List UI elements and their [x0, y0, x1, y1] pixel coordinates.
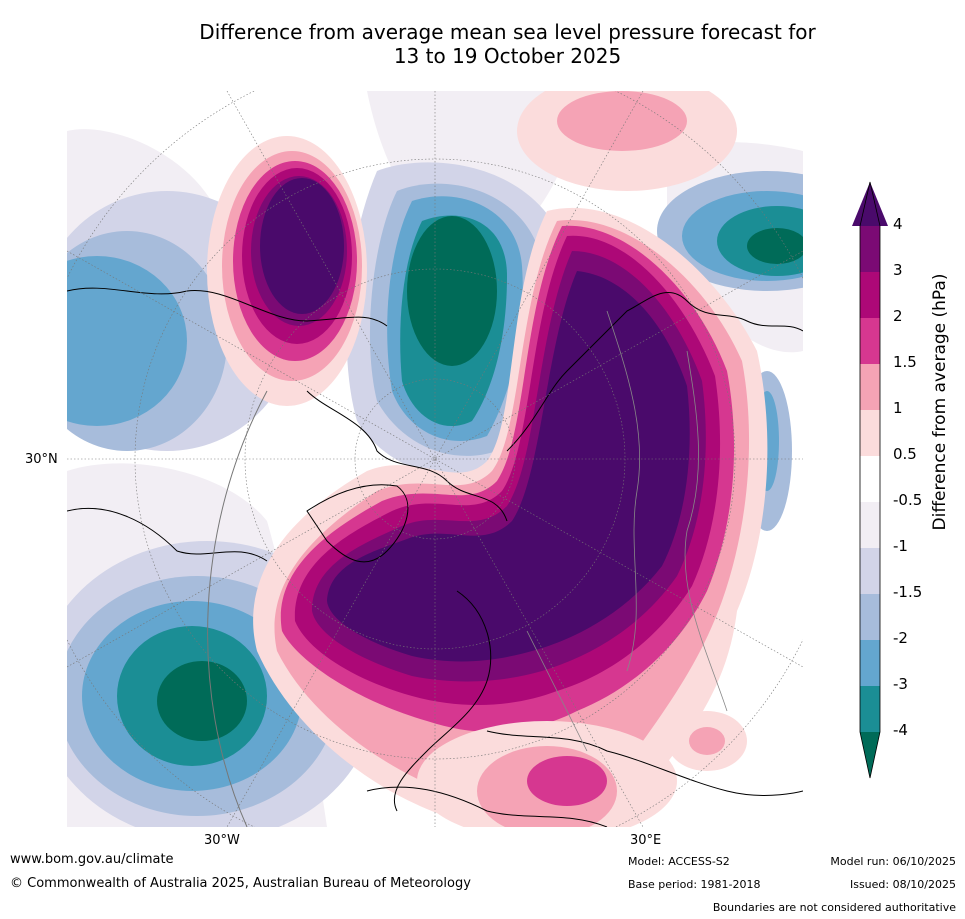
colorbar-band-2-3: [860, 272, 880, 318]
colorbar-tick-label: -3: [893, 675, 908, 693]
copyright-notice: © Commonwealth of Australia 2025, Austra…: [10, 876, 471, 891]
colorbar-band-1-5-2: [860, 318, 880, 364]
colorbar-tick-label: 0.5: [893, 445, 917, 463]
coastline-segment: [506, 291, 803, 452]
anomaly-region-above-4: [260, 178, 344, 314]
colorbar-tick-label: 1.5: [893, 353, 917, 371]
colorbar-band-minus-1-minus-1-5: [860, 548, 880, 594]
coastline-segment: [306, 484, 409, 563]
graticule: [67, 91, 803, 827]
anomaly-region-plus-1: [557, 91, 687, 151]
anomaly-region-plus-1-5: [527, 756, 607, 806]
coastline-segment: [306, 390, 508, 522]
colorbar-over-4: [852, 182, 888, 226]
chart-title: Difference from average mean sea level p…: [0, 20, 965, 68]
colorbar-band-1-1-5: [860, 364, 880, 410]
colorbar-tick-label: -0.5: [893, 491, 923, 509]
anomaly-region-below-minus-4: [407, 216, 497, 366]
colorbar-title: Difference from average (hPa): [930, 273, 950, 531]
colorbar-under-minus-4: [860, 732, 880, 778]
colorbar-tick-label: 2: [893, 307, 903, 325]
colorbar-band-neutral: [860, 456, 880, 502]
colorbar-band-minus-3-minus-4: [860, 686, 880, 732]
meridian-line: [67, 250, 803, 668]
colorbar-tick-label: -2: [893, 629, 908, 647]
colorbar-tick-label: 4: [893, 215, 903, 233]
colorbar-band-minus-1-5-minus-2: [860, 594, 880, 640]
coastline-segment: [486, 730, 803, 796]
coastlines: [67, 287, 803, 827]
colorbar-tick-label: 1: [893, 399, 903, 417]
colorbar-band-3-4: [860, 226, 880, 272]
colorbar-tick-label: -4: [893, 721, 908, 739]
boundaries-disclaimer: Boundaries are not considered authoritat…: [712, 901, 956, 914]
border-segment: [606, 310, 640, 672]
anomaly-region-minus-2: [67, 256, 187, 426]
meridian-line: [67, 250, 803, 668]
pressure-anomaly-map: [67, 91, 803, 827]
longitude-label-30w: 30°W: [204, 833, 240, 848]
base-period: Base period: 1981-2018: [628, 878, 761, 891]
colorbar-tick-label: -1.5: [893, 583, 923, 601]
anomaly-region-above-4: [327, 271, 690, 662]
colorbar-band-minus-0-5-minus-1: [860, 502, 880, 548]
coastline-segment: [67, 287, 388, 327]
border-segment: [684, 350, 728, 712]
latitude-30n-arc: [207, 390, 268, 827]
meridian-line: [226, 91, 644, 827]
title-line-2: 13 to 19 October 2025: [393, 44, 622, 68]
colorbar-band-minus-2-minus-3: [860, 640, 880, 686]
coastline-segment: [67, 507, 268, 562]
model-run-date: Model run: 06/10/2025: [830, 855, 956, 868]
latitude-label-30n: 30°N: [25, 452, 58, 467]
coastline-segment: [366, 786, 608, 827]
anomaly-region-plus-1: [689, 727, 725, 755]
meridian-line: [226, 91, 644, 827]
border-segment: [526, 630, 588, 752]
title-line-1: Difference from average mean sea level p…: [199, 20, 816, 44]
colorbar-band-0-5-1: [860, 410, 880, 456]
colorbar-tick-label: -1: [893, 537, 908, 555]
anomaly-region-below-minus-4: [747, 228, 803, 264]
anomaly-region-below-minus-4: [157, 661, 247, 741]
longitude-label-30e: 30°E: [630, 833, 662, 848]
model-name: Model: ACCESS-S2: [628, 855, 730, 868]
colorbar: [852, 181, 888, 779]
colorbar-tick-label: 3: [893, 261, 903, 279]
country-borders: [526, 310, 728, 752]
website-link[interactable]: www.bom.gov.au/climate: [10, 852, 174, 867]
issued-date: Issued: 08/10/2025: [849, 878, 956, 891]
coastline-segment: [393, 590, 492, 812]
colorbar-outline: [859, 181, 881, 779]
